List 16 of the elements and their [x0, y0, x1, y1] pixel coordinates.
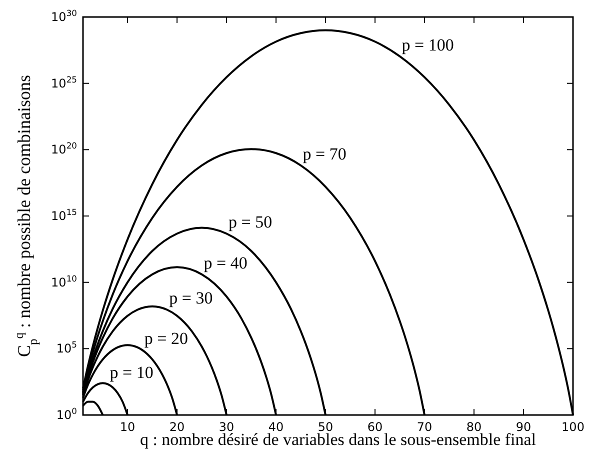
- y-tick-label: 10$^{20}$: [51, 140, 77, 157]
- series-label: p = 70: [302, 144, 346, 164]
- series-label: p = 40: [204, 253, 248, 272]
- series-label: p = 50: [228, 212, 272, 232]
- y-tick-label: 10$^{10}$: [51, 273, 77, 290]
- series-label: p = 20: [144, 329, 188, 348]
- series-label: p = 30: [169, 288, 213, 308]
- y-tick-label: 10$^{15}$: [51, 207, 77, 223]
- y-tick-label: 10$^{0}$: [56, 406, 77, 422]
- series-label: p = 10: [110, 363, 154, 382]
- y-tick-label: 10$^{30}$: [51, 8, 77, 24]
- x-tick-label: 100: [562, 420, 584, 434]
- x-tick-label: 10: [120, 420, 136, 434]
- y-tick-label: 10$^{25}$: [51, 74, 77, 90]
- legend-label: p = 100: [402, 35, 454, 54]
- y-tick-label: 10$^{5}$: [56, 340, 77, 356]
